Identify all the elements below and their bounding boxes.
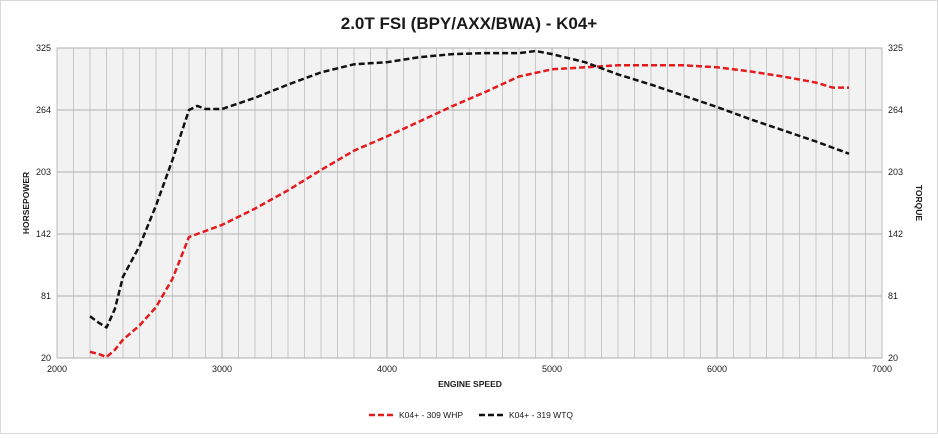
series-line-whp: [89, 64, 849, 359]
y-tick-label-left: 325: [36, 43, 51, 53]
y-tick-label-right: 325: [888, 43, 903, 53]
y-tick-label-left: 20: [41, 353, 51, 363]
y-tick-label-left: 203: [36, 167, 51, 177]
series-line-wtq: [89, 49, 850, 329]
legend: K04+ - 309 WHP K04+ - 319 WTQ: [369, 410, 573, 420]
x-tick-label: 4000: [377, 364, 397, 374]
y-tick-label-right: 81: [888, 291, 898, 301]
legend-label: K04+ - 319 WTQ: [509, 410, 573, 420]
x-tick-label: 2000: [47, 364, 67, 374]
y-tick-label-right: 264: [888, 105, 903, 115]
legend-label: K04+ - 309 WHP: [399, 410, 463, 420]
y-tick-label-right: 20: [888, 353, 898, 363]
y-tick-label-left: 264: [36, 105, 51, 115]
x-tick-label: 7000: [872, 364, 892, 374]
y-tick-label-left: 81: [41, 291, 51, 301]
y-tick-label-right: 142: [888, 229, 903, 239]
y-axis-left-title: HORSEPOWER: [21, 172, 31, 234]
y-axis-right-title: TORQUE: [914, 185, 924, 222]
x-tick-label: 5000: [542, 364, 562, 374]
x-tick-label: 3000: [212, 364, 232, 374]
x-axis-title: ENGINE SPEED: [438, 379, 502, 389]
x-tick-label: 6000: [707, 364, 727, 374]
y-tick-label-left: 142: [36, 229, 51, 239]
y-tick-label-right: 203: [888, 167, 903, 177]
chart-title: 2.0T FSI (BPY/AXX/BWA) - K04+: [341, 14, 598, 33]
